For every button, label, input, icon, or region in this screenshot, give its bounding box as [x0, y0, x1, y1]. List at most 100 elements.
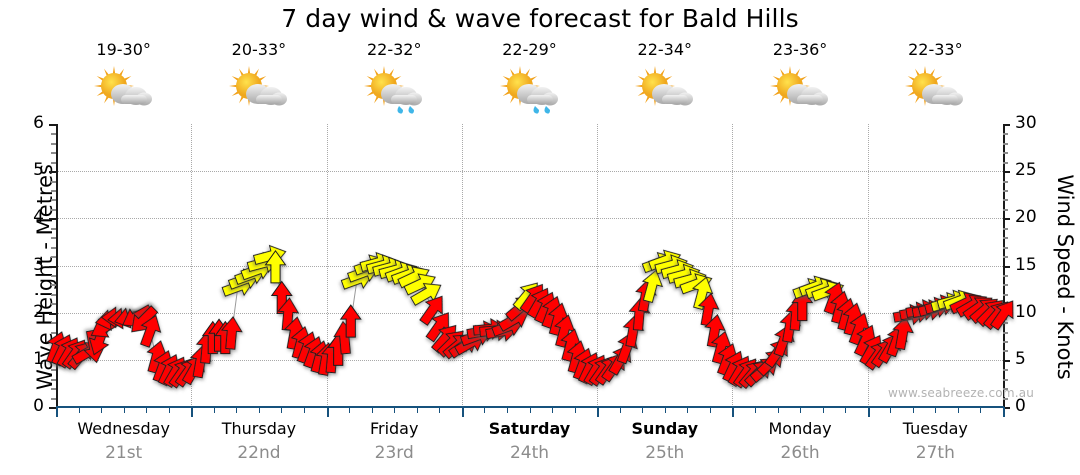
x-axis-minor-tick	[213, 407, 215, 413]
axis-tick	[1003, 256, 1008, 259]
axis-tick	[1003, 322, 1008, 325]
axis-tick	[51, 142, 56, 145]
axis-tick	[1003, 190, 1008, 193]
axis-tick-label: 4	[33, 207, 44, 228]
gridline-day-divider	[326, 124, 328, 407]
x-axis-day-tick	[191, 407, 194, 417]
axis-tick	[51, 397, 56, 400]
axis-tick-label: 15	[1015, 254, 1037, 275]
axis-tick-label: 30	[1015, 113, 1037, 133]
axis-tick	[1003, 359, 1010, 362]
day-date-label: 21st	[105, 443, 143, 463]
x-axis-minor-tick	[439, 407, 441, 413]
axis-tick-label: 0	[33, 396, 44, 416]
day-name-label: Monday	[768, 419, 832, 438]
axis-tick	[51, 274, 56, 277]
axis-tick	[51, 303, 56, 306]
gridline-horizontal	[56, 218, 1003, 220]
temperature-label: 23-36°	[772, 40, 828, 59]
x-axis-minor-tick	[754, 407, 756, 413]
axis-tick	[49, 124, 56, 126]
partly-cloudy-icon	[184, 62, 334, 120]
partly-cloudy-icon	[590, 62, 740, 120]
axis-tick	[1003, 397, 1008, 400]
axis-tick-label: 5	[1015, 348, 1026, 369]
x-axis-minor-tick	[281, 407, 283, 413]
x-axis-minor-tick	[890, 407, 892, 413]
temperature-label: 22-34°	[637, 40, 693, 59]
x-axis-minor-tick	[168, 407, 170, 413]
x-axis-minor-tick	[236, 407, 238, 413]
axis-tick	[1003, 340, 1008, 343]
axis-tick-label: 25	[1015, 160, 1037, 181]
x-axis-minor-tick	[78, 407, 80, 413]
axis-tick	[1003, 369, 1008, 372]
axis-tick-label: 3	[33, 254, 44, 275]
day-name-label: Friday	[369, 419, 419, 438]
axis-tick	[51, 284, 56, 287]
temperature-label: 22-32°	[366, 40, 422, 59]
x-axis-minor-tick	[664, 407, 666, 413]
day-name-label: Tuesday	[902, 419, 968, 438]
axis-tick	[1003, 246, 1008, 249]
page-title: 7 day wind & wave forecast for Bald Hill…	[281, 4, 799, 33]
x-axis-minor-tick	[935, 407, 937, 413]
axis-tick	[1003, 171, 1010, 174]
axis-tick	[1003, 274, 1008, 277]
temperature-label: 20-33°	[231, 40, 287, 59]
axis-tick-label: 0	[1015, 396, 1026, 416]
x-axis-minor-tick	[709, 407, 711, 413]
day-name-label: Sunday	[631, 419, 699, 438]
axis-tick	[1003, 303, 1008, 306]
x-axis-minor-tick	[371, 407, 373, 413]
gridline-day-divider	[732, 124, 734, 407]
axis-tick	[51, 331, 56, 334]
axis-tick	[49, 407, 56, 409]
x-axis-minor-tick	[529, 407, 531, 413]
axis-tick	[51, 161, 56, 164]
axis-tick	[1003, 133, 1008, 136]
axis-tick	[51, 190, 56, 193]
axis-tick	[51, 256, 56, 259]
day-name-label: Thursday	[221, 419, 297, 438]
x-axis-day-tick	[461, 407, 464, 417]
axis-tick	[51, 246, 56, 249]
x-axis-day-tick	[597, 407, 600, 417]
axis-tick	[1003, 142, 1008, 145]
x-axis-minor-tick	[822, 407, 824, 413]
x-axis-minor-tick	[304, 407, 306, 413]
axis-tick-label: 10	[1015, 301, 1037, 322]
axis-tick	[1003, 227, 1008, 230]
day-date-label: 25th	[645, 443, 685, 463]
axis-tick-label: 5	[33, 160, 44, 181]
axis-tick	[49, 312, 56, 315]
axis-tick	[49, 265, 56, 268]
x-axis-minor-tick	[258, 407, 260, 413]
partly-cloudy-rain-icon	[319, 62, 469, 120]
axis-tick	[1003, 208, 1008, 211]
x-axis-minor-tick	[101, 407, 103, 413]
axis-tick	[51, 237, 56, 240]
axis-tick	[51, 388, 56, 391]
day-date-label: 26th	[780, 443, 820, 463]
x-axis-minor-tick	[552, 407, 554, 413]
axis-tick	[1003, 350, 1008, 353]
temperature-label: 22-33°	[908, 40, 963, 59]
gridline-day-divider	[191, 124, 193, 407]
axis-tick	[51, 322, 56, 325]
axis-tick	[49, 218, 56, 221]
day-name-label: Wednesday	[77, 419, 170, 438]
x-axis-day-tick	[732, 407, 735, 417]
axis-tick	[1003, 180, 1008, 183]
x-axis-minor-tick	[777, 407, 779, 413]
day-date-label: 23rd	[374, 443, 414, 463]
x-axis-minor-tick	[619, 407, 621, 413]
temperature-label: 19-30°	[96, 40, 151, 59]
x-axis-minor-tick	[980, 407, 982, 413]
axis-tick	[1003, 293, 1008, 296]
axis-tick	[51, 350, 56, 353]
day-date-label: 27th	[915, 443, 955, 463]
axis-tick-label: 20	[1015, 207, 1037, 228]
x-axis-minor-tick	[146, 407, 148, 413]
partly-cloudy-icon	[49, 62, 199, 120]
